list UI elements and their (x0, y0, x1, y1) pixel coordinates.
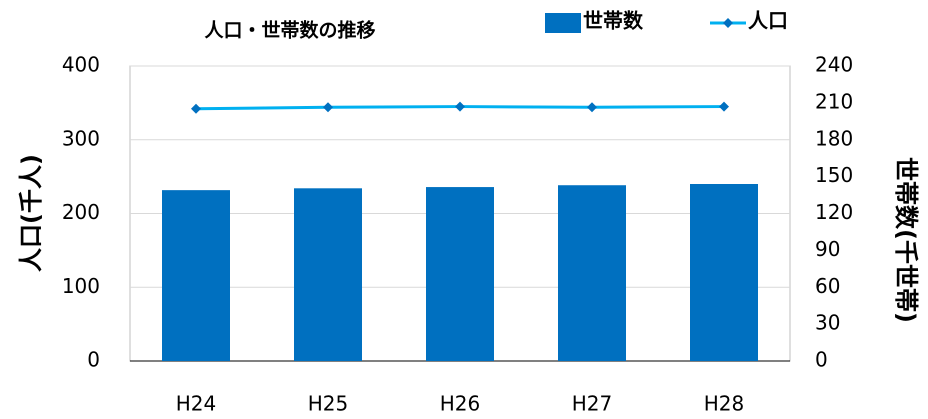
y-tick-label: 400 (62, 53, 100, 77)
y2-tick-label: 240 (815, 53, 853, 77)
y-tick-label: 200 (62, 200, 100, 224)
y2-tick-label: 120 (815, 200, 853, 224)
legend-swatch (545, 13, 581, 33)
x-tick-label: H25 (308, 392, 349, 416)
marker (455, 101, 465, 112)
marker (191, 103, 201, 114)
bar (690, 184, 758, 361)
y-tick-label: 300 (62, 126, 100, 150)
legend-label: 世帯数 (583, 9, 644, 33)
x-tick-label: H27 (572, 392, 613, 416)
y2-tick-label: 180 (815, 126, 853, 150)
marker (719, 101, 729, 112)
y-axis-title: 人口(千人) (17, 154, 45, 272)
legend-marker (723, 18, 733, 28)
bar (558, 185, 626, 361)
marker (323, 102, 333, 113)
chart-title: 人口・世帯数の推移 (204, 19, 375, 42)
marker (587, 102, 597, 113)
y2-tick-label: 210 (815, 89, 853, 113)
y-tick-label: 100 (62, 274, 100, 298)
x-tick-label: H24 (176, 392, 217, 416)
x-tick-label: H28 (704, 392, 745, 416)
bar (294, 188, 362, 361)
x-tick-label: H26 (440, 392, 481, 416)
y2-tick-label: 60 (815, 274, 840, 298)
y2-tick-label: 150 (815, 163, 853, 187)
y2-tick-label: 0 (815, 348, 828, 372)
bar (162, 190, 230, 361)
legend-label: 人口 (748, 9, 788, 33)
y2-tick-label: 90 (815, 237, 840, 261)
y-tick-label: 0 (87, 348, 100, 372)
y2-axis-title: 世帯数(千世帯) (892, 157, 920, 323)
y2-tick-label: 30 (815, 311, 840, 335)
bar (426, 187, 494, 361)
